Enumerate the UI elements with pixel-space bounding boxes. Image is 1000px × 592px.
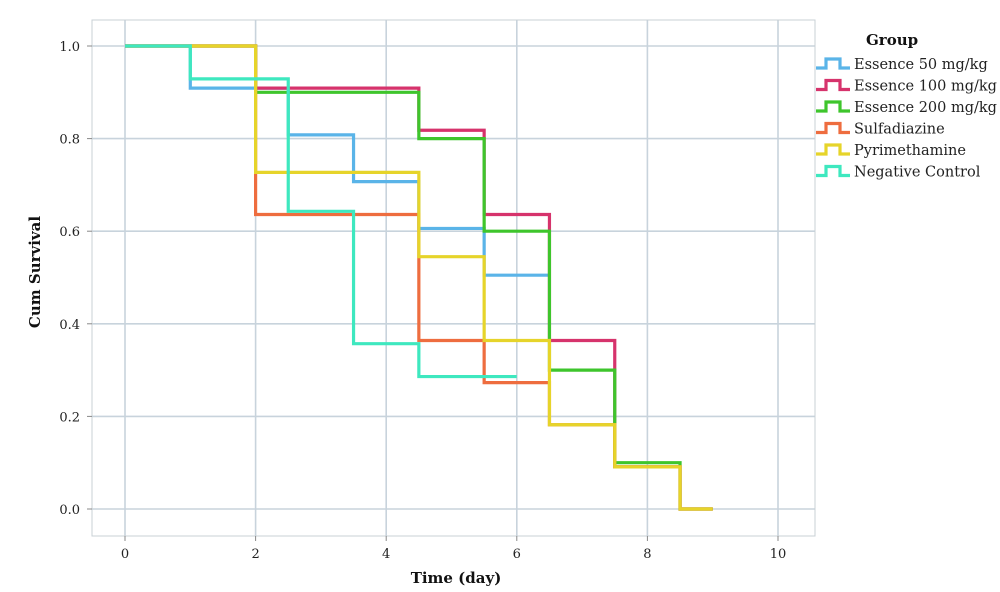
legend-item: Negative Control: [816, 165, 981, 181]
legend-swatch: [816, 121, 850, 135]
legend-item: Pyrimethamine: [816, 143, 966, 159]
series-line-pyrimethamine: [125, 44, 713, 511]
series-line-negative-control: [125, 44, 517, 379]
legend-label: Essence 200 mg/kg: [854, 100, 997, 116]
x-tick-label: 8: [643, 547, 651, 562]
x-tick-label: 6: [513, 547, 521, 562]
legend-title: Group: [866, 31, 918, 49]
y-tick-label: 0.4: [59, 318, 80, 333]
grid-layer: [92, 20, 815, 536]
y-tick-label: 0.8: [59, 133, 80, 148]
legend-swatch: [816, 78, 850, 92]
legend-item: Essence 100 mg/kg: [816, 79, 997, 95]
x-tick-label: 0: [121, 547, 129, 562]
legend-swatch: [816, 164, 850, 178]
legend-label: Negative Control: [854, 165, 981, 181]
legend-label: Essence 100 mg/kg: [854, 79, 997, 95]
axis-layer: 0 2 4 6 8 10 0.0 0.2 0.4 0.6 0.8 1.0: [59, 19, 816, 562]
y-tick-label: 0.0: [59, 503, 80, 518]
series-line-essence-50-mg-kg: [125, 44, 550, 277]
y-tick-label: 1.0: [59, 40, 80, 55]
x-tick-label: 2: [251, 547, 259, 562]
legend-swatch: [816, 143, 850, 156]
legend-label: Sulfadiazine: [854, 122, 945, 138]
legend-label: Pyrimethamine: [854, 143, 966, 159]
legend-swatch: [816, 100, 850, 113]
plot-frame: [91, 19, 816, 537]
x-tick-label: 4: [382, 547, 390, 562]
legend-swatch: [816, 57, 850, 70]
y-axis-title: Cum Survival: [26, 216, 44, 328]
legend-item: Essence 200 mg/kg: [816, 100, 997, 116]
legend-item: Essence 50 mg/kg: [816, 57, 988, 73]
legend-label: Essence 50 mg/kg: [854, 57, 988, 73]
y-tick-label: 0.2: [59, 410, 80, 425]
y-tick-label: 0.6: [59, 225, 80, 240]
legend: Group Essence 50 mg/kg Essence 100 mg/kg E…: [816, 31, 997, 181]
x-axis-title: Time (day): [411, 569, 502, 587]
series-layer: [125, 44, 713, 511]
x-tick-label: 10: [770, 547, 787, 562]
legend-item: Sulfadiazine: [816, 122, 945, 138]
series-line-essence-200-mg-kg: [125, 44, 713, 511]
